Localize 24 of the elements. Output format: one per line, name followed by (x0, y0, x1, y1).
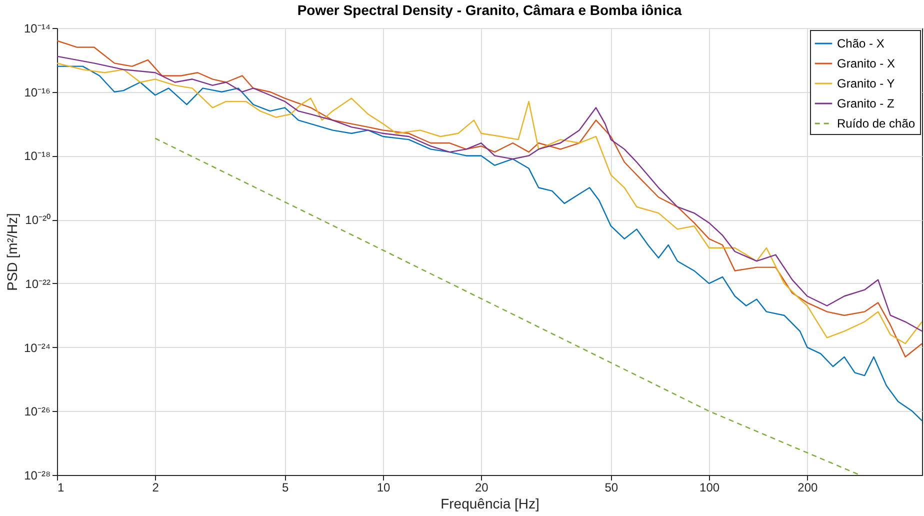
y-tick-label: 10⁻¹⁶ (24, 85, 51, 100)
chart-title: Power Spectral Density - Granito, Câmara e Bomba iônica (297, 2, 682, 18)
x-axis-title: Frequência [Hz] (440, 496, 540, 512)
x-tick-label: 20 (474, 480, 489, 494)
y-tick-label: 10⁻²⁴ (24, 340, 50, 355)
y-axis-title: PSD [m²/Hz] (4, 213, 20, 291)
legend-label: Chão - X (837, 36, 884, 50)
y-tick-label: 10⁻¹⁴ (24, 22, 50, 36)
x-tick-label: 5 (282, 480, 290, 494)
y-tick-label: 10⁻²⁰ (25, 213, 50, 228)
y-tick-label: 10⁻¹⁸ (24, 149, 50, 164)
x-tick-label: 2 (152, 480, 160, 494)
x-tick-label: 10 (376, 480, 391, 494)
legend-label: Ruído de chão (837, 116, 916, 130)
legend-label: Granito - Z (837, 96, 894, 110)
x-tick-label: 100 (700, 480, 720, 494)
y-tick-label: 10⁻²² (25, 276, 50, 291)
y-tick-label: 10⁻²⁶ (24, 404, 51, 419)
legend-label: Granito - Y (837, 76, 895, 90)
x-tick-label: 1 (58, 480, 64, 494)
y-tick-label: 10⁻²⁸ (24, 468, 50, 482)
legend-label: Granito - X (837, 56, 896, 70)
x-tick-label: 200 (798, 480, 818, 494)
x-tick-label: 50 (604, 480, 618, 494)
